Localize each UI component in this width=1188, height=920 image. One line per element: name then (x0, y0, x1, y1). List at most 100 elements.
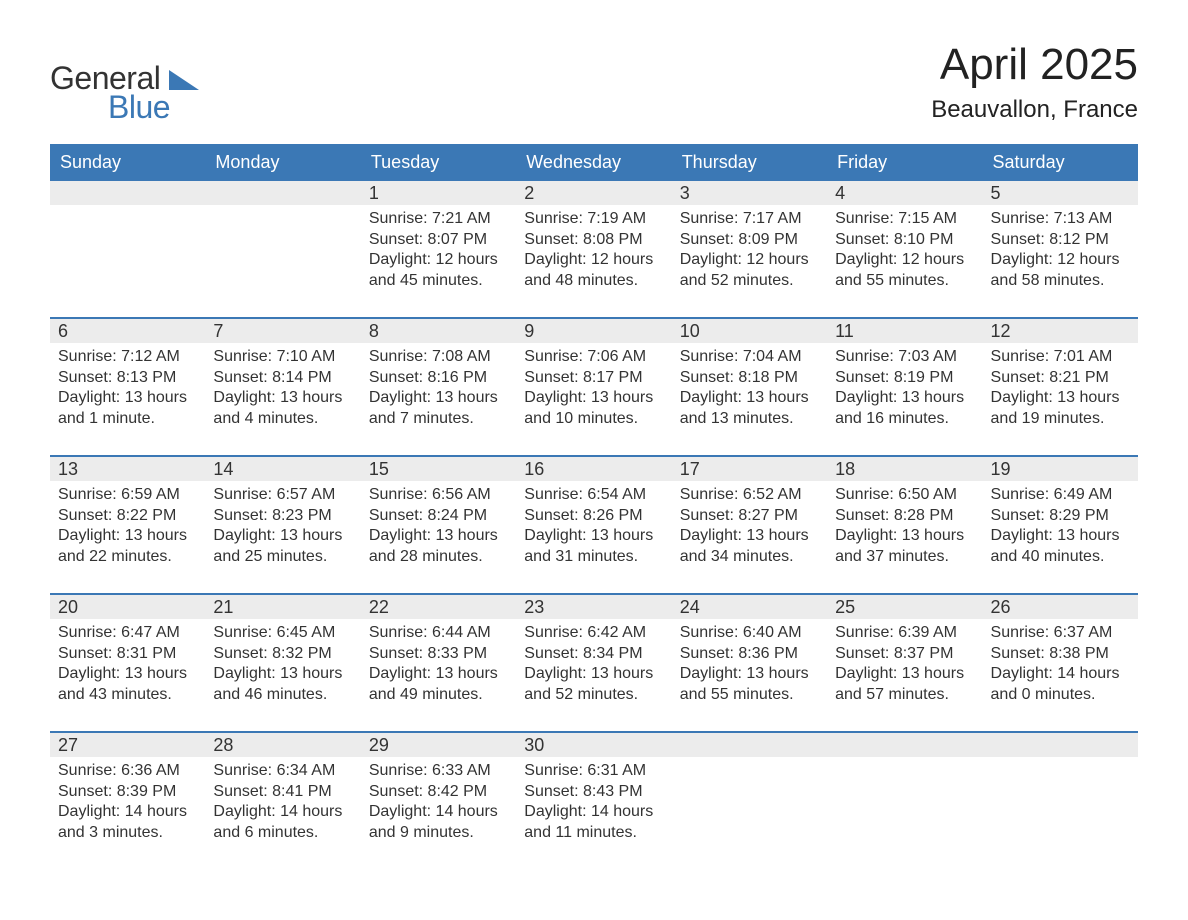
sunrise-text: Sunrise: 6:31 AM (524, 761, 663, 781)
daylight-text-line2: and 52 minutes. (524, 685, 663, 705)
calendar-table: Sunday Monday Tuesday Wednesday Thursday… (50, 144, 1138, 870)
calendar-day-cell: 9Sunrise: 7:06 AMSunset: 8:17 PMDaylight… (516, 318, 671, 456)
day-number: 29 (361, 733, 516, 757)
daylight-text-line1: Daylight: 13 hours (991, 388, 1130, 408)
day-number: 9 (516, 319, 671, 343)
day-content: Sunrise: 7:21 AMSunset: 8:07 PMDaylight:… (361, 205, 516, 301)
calendar-day-cell (672, 732, 827, 870)
sunrise-text: Sunrise: 7:17 AM (680, 209, 819, 229)
day-content: Sunrise: 6:56 AMSunset: 8:24 PMDaylight:… (361, 481, 516, 577)
sunset-text: Sunset: 8:38 PM (991, 644, 1130, 664)
day-content: Sunrise: 6:52 AMSunset: 8:27 PMDaylight:… (672, 481, 827, 577)
calendar-day-cell (827, 732, 982, 870)
daylight-text-line2: and 11 minutes. (524, 823, 663, 843)
sunset-text: Sunset: 8:42 PM (369, 782, 508, 802)
daylight-text-line2: and 10 minutes. (524, 409, 663, 429)
calendar-day-cell: 16Sunrise: 6:54 AMSunset: 8:26 PMDayligh… (516, 456, 671, 594)
daylight-text-line1: Daylight: 14 hours (369, 802, 508, 822)
calendar-day-cell: 28Sunrise: 6:34 AMSunset: 8:41 PMDayligh… (205, 732, 360, 870)
day-content (672, 757, 827, 847)
daylight-text-line2: and 45 minutes. (369, 271, 508, 291)
daylight-text-line2: and 9 minutes. (369, 823, 508, 843)
calendar-day-cell: 18Sunrise: 6:50 AMSunset: 8:28 PMDayligh… (827, 456, 982, 594)
day-content: Sunrise: 6:50 AMSunset: 8:28 PMDaylight:… (827, 481, 982, 577)
sunrise-text: Sunrise: 6:54 AM (524, 485, 663, 505)
daylight-text-line1: Daylight: 13 hours (991, 526, 1130, 546)
daylight-text-line2: and 34 minutes. (680, 547, 819, 567)
calendar-day-cell: 4Sunrise: 7:15 AMSunset: 8:10 PMDaylight… (827, 180, 982, 318)
calendar-day-cell (50, 180, 205, 318)
sunrise-text: Sunrise: 6:39 AM (835, 623, 974, 643)
daylight-text-line2: and 13 minutes. (680, 409, 819, 429)
daylight-text-line2: and 40 minutes. (991, 547, 1130, 567)
weekday-header: Saturday (983, 145, 1138, 180)
day-content: Sunrise: 7:10 AMSunset: 8:14 PMDaylight:… (205, 343, 360, 439)
day-number (672, 733, 827, 757)
sunrise-text: Sunrise: 6:36 AM (58, 761, 197, 781)
day-content (205, 205, 360, 295)
daylight-text-line2: and 25 minutes. (213, 547, 352, 567)
calendar-day-cell: 11Sunrise: 7:03 AMSunset: 8:19 PMDayligh… (827, 318, 982, 456)
calendar-day-cell: 5Sunrise: 7:13 AMSunset: 8:12 PMDaylight… (983, 180, 1138, 318)
calendar-day-cell: 2Sunrise: 7:19 AMSunset: 8:08 PMDaylight… (516, 180, 671, 318)
daylight-text-line2: and 46 minutes. (213, 685, 352, 705)
title-block: April 2025 Beauvallon, France (931, 40, 1138, 124)
sunset-text: Sunset: 8:23 PM (213, 506, 352, 526)
day-content: Sunrise: 7:15 AMSunset: 8:10 PMDaylight:… (827, 205, 982, 301)
sunset-text: Sunset: 8:36 PM (680, 644, 819, 664)
daylight-text-line1: Daylight: 12 hours (680, 250, 819, 270)
sunrise-text: Sunrise: 7:01 AM (991, 347, 1130, 367)
day-number: 10 (672, 319, 827, 343)
daylight-text-line1: Daylight: 12 hours (991, 250, 1130, 270)
daylight-text-line2: and 3 minutes. (58, 823, 197, 843)
weekday-header: Tuesday (361, 145, 516, 180)
day-content: Sunrise: 6:57 AMSunset: 8:23 PMDaylight:… (205, 481, 360, 577)
day-number: 20 (50, 595, 205, 619)
calendar-day-cell (205, 180, 360, 318)
sunset-text: Sunset: 8:12 PM (991, 230, 1130, 250)
calendar-day-cell: 12Sunrise: 7:01 AMSunset: 8:21 PMDayligh… (983, 318, 1138, 456)
calendar-day-cell: 6Sunrise: 7:12 AMSunset: 8:13 PMDaylight… (50, 318, 205, 456)
sunset-text: Sunset: 8:13 PM (58, 368, 197, 388)
daylight-text-line1: Daylight: 12 hours (524, 250, 663, 270)
daylight-text-line1: Daylight: 13 hours (524, 664, 663, 684)
day-content: Sunrise: 7:17 AMSunset: 8:09 PMDaylight:… (672, 205, 827, 301)
daylight-text-line2: and 49 minutes. (369, 685, 508, 705)
sunset-text: Sunset: 8:22 PM (58, 506, 197, 526)
day-content: Sunrise: 7:12 AMSunset: 8:13 PMDaylight:… (50, 343, 205, 439)
day-content (827, 757, 982, 847)
day-content: Sunrise: 6:44 AMSunset: 8:33 PMDaylight:… (361, 619, 516, 715)
sunset-text: Sunset: 8:34 PM (524, 644, 663, 664)
sunrise-text: Sunrise: 6:40 AM (680, 623, 819, 643)
calendar-day-cell: 23Sunrise: 6:42 AMSunset: 8:34 PMDayligh… (516, 594, 671, 732)
sunrise-text: Sunrise: 7:15 AM (835, 209, 974, 229)
calendar-day-cell: 10Sunrise: 7:04 AMSunset: 8:18 PMDayligh… (672, 318, 827, 456)
calendar-day-cell: 1Sunrise: 7:21 AMSunset: 8:07 PMDaylight… (361, 180, 516, 318)
sunset-text: Sunset: 8:19 PM (835, 368, 974, 388)
calendar-day-cell: 29Sunrise: 6:33 AMSunset: 8:42 PMDayligh… (361, 732, 516, 870)
day-number: 17 (672, 457, 827, 481)
daylight-text-line2: and 55 minutes. (680, 685, 819, 705)
daylight-text-line2: and 48 minutes. (524, 271, 663, 291)
day-number (983, 733, 1138, 757)
calendar-day-cell: 7Sunrise: 7:10 AMSunset: 8:14 PMDaylight… (205, 318, 360, 456)
daylight-text-line1: Daylight: 13 hours (58, 388, 197, 408)
sunset-text: Sunset: 8:31 PM (58, 644, 197, 664)
day-content: Sunrise: 6:42 AMSunset: 8:34 PMDaylight:… (516, 619, 671, 715)
sunrise-text: Sunrise: 7:19 AM (524, 209, 663, 229)
calendar-day-cell: 20Sunrise: 6:47 AMSunset: 8:31 PMDayligh… (50, 594, 205, 732)
daylight-text-line1: Daylight: 13 hours (835, 526, 974, 546)
weekday-header: Friday (827, 145, 982, 180)
day-number: 25 (827, 595, 982, 619)
day-content: Sunrise: 7:13 AMSunset: 8:12 PMDaylight:… (983, 205, 1138, 301)
sunrise-text: Sunrise: 6:52 AM (680, 485, 819, 505)
sunset-text: Sunset: 8:37 PM (835, 644, 974, 664)
sunrise-text: Sunrise: 6:44 AM (369, 623, 508, 643)
daylight-text-line1: Daylight: 13 hours (524, 526, 663, 546)
day-content: Sunrise: 7:04 AMSunset: 8:18 PMDaylight:… (672, 343, 827, 439)
sunset-text: Sunset: 8:24 PM (369, 506, 508, 526)
calendar-day-cell: 21Sunrise: 6:45 AMSunset: 8:32 PMDayligh… (205, 594, 360, 732)
sunset-text: Sunset: 8:39 PM (58, 782, 197, 802)
calendar-day-cell: 13Sunrise: 6:59 AMSunset: 8:22 PMDayligh… (50, 456, 205, 594)
calendar-day-cell (983, 732, 1138, 870)
